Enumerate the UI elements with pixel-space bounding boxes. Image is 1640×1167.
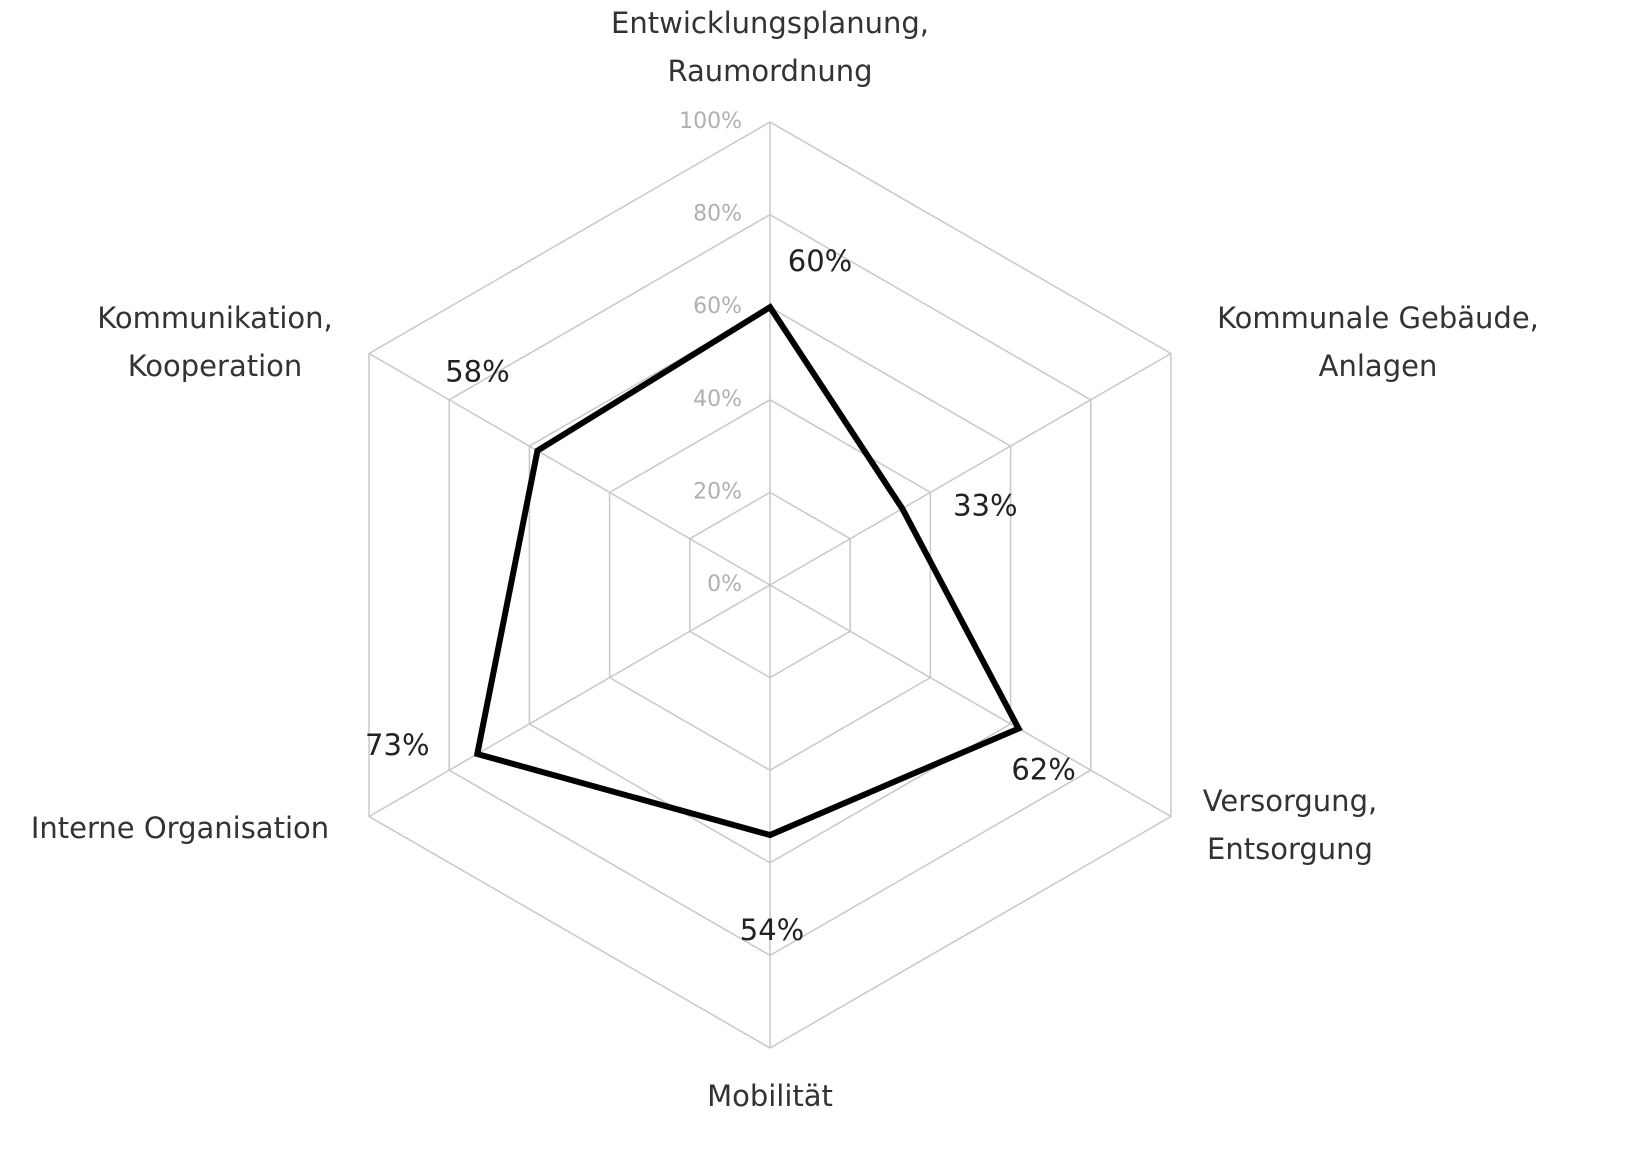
category-label: Kommunale Gebäude, Anlagen [1217, 301, 1539, 383]
value-label: 54% [740, 913, 804, 947]
value-label: 33% [953, 489, 1017, 523]
radar-line [473, 303, 1023, 839]
tick-label: 80% [693, 202, 742, 227]
tick-label: 40% [693, 387, 742, 412]
value-label: 58% [445, 355, 509, 389]
category-label: Kommunikation, Kooperation [97, 301, 332, 383]
tick-label: 0% [707, 572, 742, 597]
category-label: Mobilität [707, 1079, 833, 1113]
tick-label: 20% [693, 479, 742, 504]
category-label: Entwicklungsplanung, Raumordnung [611, 6, 929, 88]
axis-spoke [368, 584, 771, 818]
value-label: 60% [788, 244, 852, 278]
axis-spoke [769, 352, 1172, 586]
tick-label: 100% [679, 109, 742, 134]
category-label: Versorgung, Entsorgung [1203, 784, 1377, 866]
value-label: 62% [1011, 753, 1075, 787]
axis-spoke [368, 352, 771, 586]
axis-spoke [769, 584, 1172, 818]
value-label: 73% [365, 728, 429, 762]
tick-label: 60% [693, 294, 742, 319]
category-label: Interne Organisation [31, 811, 329, 845]
